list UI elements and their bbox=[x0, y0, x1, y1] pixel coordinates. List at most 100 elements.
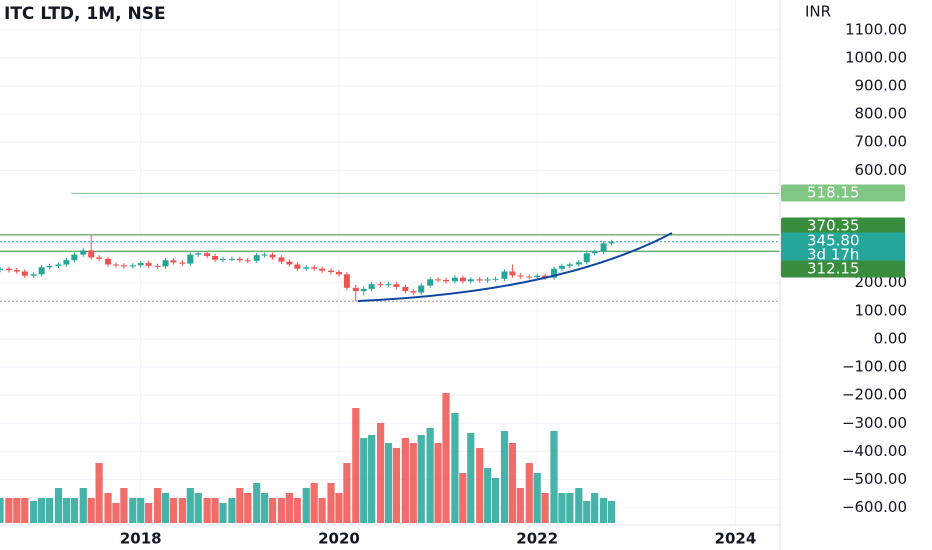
volume-bar bbox=[541, 493, 549, 523]
candle-body bbox=[352, 287, 359, 292]
volume-bar bbox=[327, 483, 335, 523]
axes: 1100.00 1000.00 900.00 800.00 700.00 600.00 20… bbox=[0, 0, 907, 550]
candle-body bbox=[517, 275, 524, 277]
candle-body bbox=[451, 277, 458, 282]
candle-body bbox=[566, 264, 573, 266]
candle-body bbox=[501, 271, 508, 279]
candle-body bbox=[583, 253, 590, 263]
y-tick-label: 1000.00 bbox=[845, 48, 907, 66]
y-tick-label: 800.00 bbox=[855, 105, 908, 123]
volume-bar bbox=[451, 413, 459, 523]
candle-body bbox=[80, 250, 87, 255]
x-tick-label: 2020 bbox=[318, 530, 360, 548]
candle-body bbox=[542, 275, 549, 278]
candle-body bbox=[105, 258, 112, 265]
currency: INR bbox=[805, 3, 831, 21]
volume-bar bbox=[253, 483, 261, 523]
volume-bar bbox=[352, 408, 360, 523]
candle-body bbox=[154, 265, 161, 267]
candle-body bbox=[385, 284, 392, 286]
candle-body bbox=[170, 260, 177, 263]
candle-body bbox=[88, 250, 95, 258]
volume-bar bbox=[261, 493, 269, 523]
candle-body bbox=[476, 279, 483, 281]
candle-body bbox=[526, 276, 533, 278]
price-label-bg bbox=[781, 184, 905, 202]
y-tick-label: 900.00 bbox=[855, 77, 908, 95]
candle-body bbox=[195, 253, 202, 255]
candle-body bbox=[303, 267, 310, 269]
candle-body bbox=[269, 254, 276, 258]
volume-bar bbox=[62, 498, 71, 523]
candle-body bbox=[551, 268, 558, 278]
candle-body bbox=[509, 271, 516, 276]
candle-body bbox=[162, 260, 169, 267]
volume-bar bbox=[525, 463, 533, 523]
volume-bar bbox=[550, 431, 558, 523]
y-tick-label: −400.00 bbox=[842, 442, 907, 460]
y-tick-label: 600.00 bbox=[855, 161, 908, 179]
candle-body bbox=[261, 254, 268, 256]
volume-bar bbox=[30, 501, 38, 523]
volume-bar bbox=[285, 493, 294, 523]
volume-bar bbox=[575, 488, 583, 523]
candle-body bbox=[244, 260, 251, 262]
candle-body bbox=[21, 271, 28, 276]
volume-bar bbox=[516, 488, 524, 523]
y-tick-label: −500.00 bbox=[842, 470, 907, 488]
candle-body bbox=[5, 268, 12, 271]
y-tick-label: −100.00 bbox=[842, 358, 907, 376]
volume-bar bbox=[368, 435, 376, 523]
x-tick-label: 2018 bbox=[120, 530, 162, 548]
volume-bar bbox=[459, 473, 467, 523]
volume-bar bbox=[236, 488, 244, 523]
candle-body bbox=[278, 257, 285, 262]
y-tick-label: 1100.00 bbox=[845, 20, 907, 38]
candle-body bbox=[55, 264, 62, 266]
candle-body bbox=[204, 253, 211, 257]
candle-body bbox=[328, 270, 335, 273]
candle-body bbox=[343, 274, 350, 288]
candle-body bbox=[319, 268, 326, 271]
candle-body bbox=[286, 261, 293, 265]
volume-bar bbox=[228, 498, 236, 523]
volume-bar bbox=[566, 493, 574, 523]
volume-bar bbox=[87, 498, 95, 523]
volume-bar bbox=[318, 498, 326, 523]
price-label: 345.80 bbox=[807, 232, 860, 250]
candle-body bbox=[377, 284, 384, 286]
volume-bar bbox=[137, 498, 145, 523]
volume-bar bbox=[500, 431, 509, 523]
candle-body bbox=[311, 267, 318, 269]
countdown: 3d 17h bbox=[807, 246, 859, 264]
y-tick-label: 700.00 bbox=[855, 133, 908, 151]
candle-body bbox=[484, 279, 491, 281]
volume-bar bbox=[401, 438, 409, 523]
volume-bar bbox=[409, 443, 417, 523]
volume-bar bbox=[376, 423, 385, 523]
candle-body bbox=[435, 279, 442, 281]
chart-title: ITC LTD, 1M, NSE bbox=[4, 4, 166, 24]
volume-bar bbox=[434, 443, 442, 523]
volume-bar bbox=[21, 498, 29, 523]
volume-bar bbox=[169, 498, 178, 523]
volume-bar bbox=[145, 503, 153, 523]
volume-bar bbox=[268, 498, 277, 523]
candle-body bbox=[600, 243, 607, 252]
candle-body bbox=[212, 256, 219, 260]
candle-body bbox=[38, 267, 45, 275]
candle-body bbox=[459, 277, 466, 282]
volume bbox=[0, 393, 616, 523]
volume-bar bbox=[277, 498, 286, 523]
volume-bar bbox=[293, 498, 301, 523]
volume-bar bbox=[583, 501, 591, 523]
candle-body bbox=[534, 275, 541, 278]
volume-bar bbox=[442, 393, 450, 523]
candle-body bbox=[427, 279, 434, 286]
candle-body bbox=[335, 272, 342, 275]
y-tick-label: 0.00 bbox=[874, 329, 907, 347]
candle-body bbox=[492, 278, 499, 280]
y-tick-label: 100.00 bbox=[855, 301, 908, 319]
volume-bar bbox=[508, 443, 517, 523]
